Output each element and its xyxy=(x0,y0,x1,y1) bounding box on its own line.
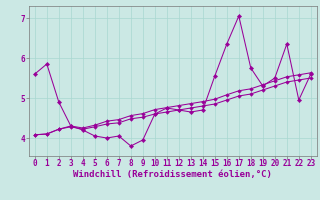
X-axis label: Windchill (Refroidissement éolien,°C): Windchill (Refroidissement éolien,°C) xyxy=(73,170,272,179)
